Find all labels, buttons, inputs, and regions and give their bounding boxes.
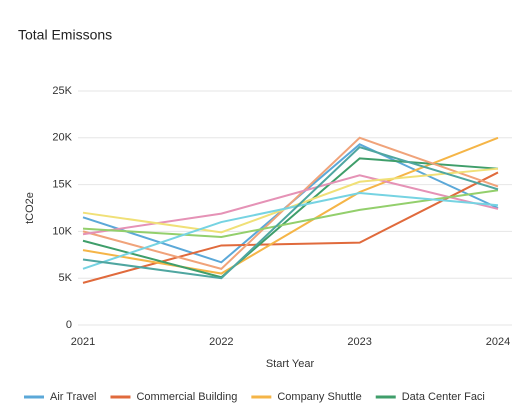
y-tick-label: 25K (52, 85, 72, 97)
x-tick-label: 2024 (486, 336, 510, 348)
chart-title: Total Emissons (18, 27, 112, 43)
y-tick-label: 10K (52, 225, 72, 237)
series-line (82, 192, 499, 270)
legend-label: Air Travel (50, 391, 96, 403)
y-tick-label: 15K (52, 179, 72, 191)
series-line (82, 136, 499, 270)
x-tick-label: 2023 (347, 336, 371, 348)
y-tick-label: 0 (66, 319, 72, 331)
legend-label: Data Center Faci (402, 391, 485, 403)
series-line (82, 174, 499, 236)
series-line (82, 146, 499, 280)
legend-label: Company Shuttle (277, 391, 361, 403)
series-line (82, 136, 499, 275)
series-line (82, 157, 499, 279)
x-tick-label: 2022 (209, 336, 233, 348)
y-axis-label: tCO2e (24, 192, 36, 224)
x-tick-label: 2021 (71, 336, 95, 348)
legend-label: Commercial Building (136, 391, 237, 403)
y-tick-label: 5K (59, 272, 73, 284)
series-line (82, 171, 499, 284)
x-axis-label: Start Year (266, 358, 315, 370)
y-tick-label: 20K (52, 132, 72, 144)
